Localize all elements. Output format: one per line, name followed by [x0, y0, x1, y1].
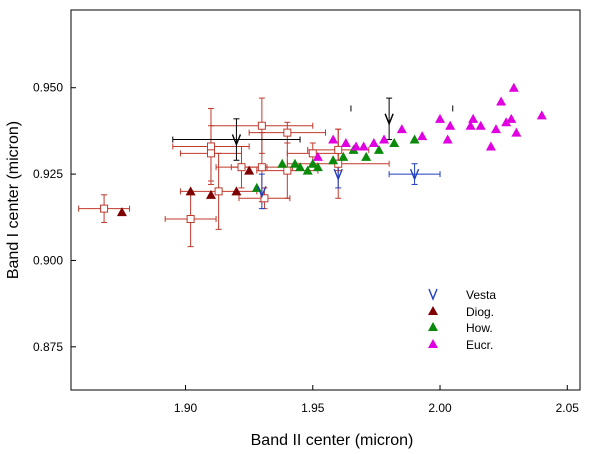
- legend-item-how: How.: [428, 321, 493, 335]
- eucr-point: [396, 124, 407, 134]
- how-point: [328, 155, 339, 165]
- eucr-point: [368, 138, 379, 147]
- x-axis-title: Band II center (micron): [251, 432, 414, 449]
- eucr-point: [328, 134, 339, 144]
- eucr-point: [501, 117, 512, 127]
- how-point: [361, 151, 372, 161]
- y-tick-label: 0.925: [33, 167, 63, 181]
- diog-point: [116, 207, 127, 217]
- x-tick-label: 2.00: [428, 401, 452, 415]
- eucr-point: [506, 113, 517, 123]
- legend-symbol-how: [428, 322, 438, 331]
- how-point: [302, 165, 313, 175]
- asteroids-point: [260, 194, 269, 203]
- how-point: [338, 151, 349, 161]
- asteroids-point: [206, 142, 215, 151]
- eucr-point: [351, 141, 362, 151]
- how-point: [307, 158, 318, 168]
- diog-point: [244, 165, 255, 175]
- diog-point: [185, 186, 196, 196]
- asteroids-point: [257, 121, 266, 130]
- eucr-point: [445, 120, 456, 130]
- legend-label-vesta: Vesta: [466, 288, 496, 302]
- x-tick-label: 2.05: [556, 401, 580, 415]
- legend-item-vesta: Vesta: [428, 288, 496, 302]
- how-point: [277, 158, 288, 168]
- asteroids-point: [308, 149, 317, 158]
- legend-symbol-diog: [428, 306, 438, 315]
- legend-symbol-vesta: [428, 288, 438, 301]
- eucr-point: [417, 131, 428, 141]
- vesta-point: [384, 113, 394, 126]
- eucr-point: [511, 127, 522, 137]
- y-tick-label: 0.875: [33, 340, 63, 354]
- legend: Vesta Diog. How. Eucr.: [428, 288, 496, 352]
- how-point: [409, 134, 420, 144]
- legend-marker-eucr: [428, 339, 438, 348]
- legend-label-eucr: Eucr.: [466, 338, 493, 352]
- eucr-point: [536, 110, 547, 120]
- how-point: [289, 158, 300, 168]
- y-axis-title: Band I center (micron): [5, 121, 22, 279]
- y-tick-label: 0.900: [33, 253, 63, 267]
- vesta-point: [333, 168, 343, 181]
- ticks-layer: 1.90 1.95 2.00 2.05 0.875 0.900 0.925 0.950: [33, 81, 579, 415]
- how-point: [295, 162, 306, 172]
- marker-layer: [100, 82, 547, 223]
- diog-point: [231, 186, 242, 196]
- asteroids-point: [100, 204, 109, 213]
- x-tick-label: 1.90: [174, 401, 198, 415]
- asteroids-point: [283, 128, 292, 137]
- asteroids-point: [237, 163, 246, 172]
- eucr-point: [465, 120, 476, 130]
- legend-marker-vesta: [428, 288, 438, 301]
- legend-item-eucr: Eucr.: [428, 338, 493, 352]
- errorbar-layer: [78, 97, 441, 248]
- eucr-point: [442, 134, 453, 144]
- asteroids-point: [206, 149, 215, 158]
- x-tick-label: 1.95: [301, 401, 325, 415]
- eucr-point: [475, 120, 486, 130]
- legend-label-how: How.: [466, 321, 493, 335]
- eucr-point: [340, 138, 351, 147]
- legend-label-diog: Diog.: [466, 305, 494, 319]
- eucr-point: [468, 113, 479, 123]
- asteroids-point: [186, 215, 195, 223]
- y-tick-label: 0.950: [33, 81, 63, 95]
- vesta-point: [231, 134, 242, 147]
- eucr-point: [491, 124, 502, 134]
- how-point: [312, 162, 323, 172]
- eucr-point: [485, 141, 496, 151]
- asteroids-point: [334, 145, 343, 154]
- eucr-point: [379, 134, 390, 144]
- how-point: [373, 144, 384, 154]
- asteroids-point: [283, 166, 292, 175]
- eucr-point: [358, 141, 369, 151]
- legend-symbol-eucr: [428, 339, 438, 348]
- eucr-point: [312, 151, 323, 161]
- diog-point: [205, 189, 216, 199]
- eucr-point: [508, 82, 519, 92]
- legend-marker-diog: [428, 306, 438, 315]
- legend-marker-how: [428, 322, 438, 331]
- eucr-point: [435, 113, 446, 123]
- legend-item-diog: Diog.: [428, 305, 494, 319]
- vesta-point: [409, 168, 420, 181]
- eucr-point: [496, 96, 507, 106]
- vesta-point: [257, 186, 267, 199]
- plot-frame: [70, 9, 581, 391]
- asteroids-point: [214, 187, 223, 196]
- how-point: [389, 138, 400, 147]
- asteroids-point: [257, 163, 266, 172]
